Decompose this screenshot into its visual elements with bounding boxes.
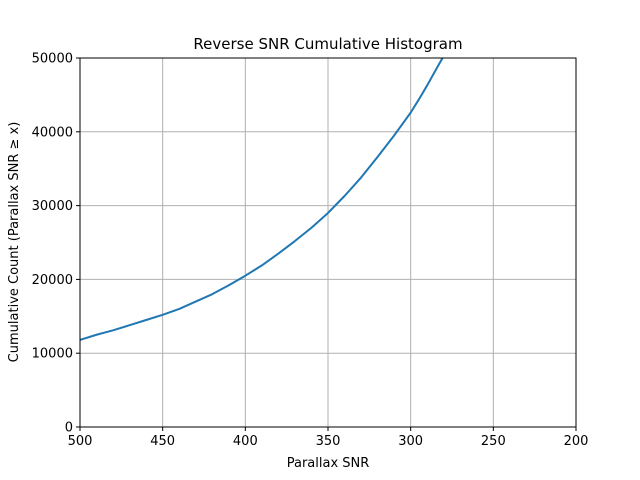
x-tick-label: 400	[233, 434, 258, 449]
x-axis-label: Parallax SNR	[287, 456, 370, 471]
grid	[79, 57, 577, 428]
y-tick-label: 50000	[32, 52, 73, 67]
x-tick-label: 350	[316, 434, 341, 449]
x-tick-label: 250	[481, 434, 506, 449]
y-tick-label: 20000	[32, 273, 73, 288]
x-tick-label: 200	[564, 434, 589, 449]
y-tick-label: 0	[65, 421, 73, 436]
x-tick-label: 500	[68, 434, 93, 449]
y-tick-label: 10000	[32, 347, 73, 362]
y-axis-label: Cumulative Count (Parallax SNR ≥ x)	[7, 122, 22, 363]
x-tick-label: 300	[398, 434, 423, 449]
ticks: 500 450 400 350 300 250 200 0 10000 20000 30000 400…	[32, 52, 589, 450]
y-tick-label: 40000	[32, 125, 73, 140]
series-layer	[80, 58, 444, 341]
chart-title: Reverse SNR Cumulative Histogram	[193, 35, 462, 53]
x-tick-label: 450	[150, 434, 175, 449]
series-line	[80, 58, 444, 341]
y-tick-label: 30000	[32, 199, 73, 214]
